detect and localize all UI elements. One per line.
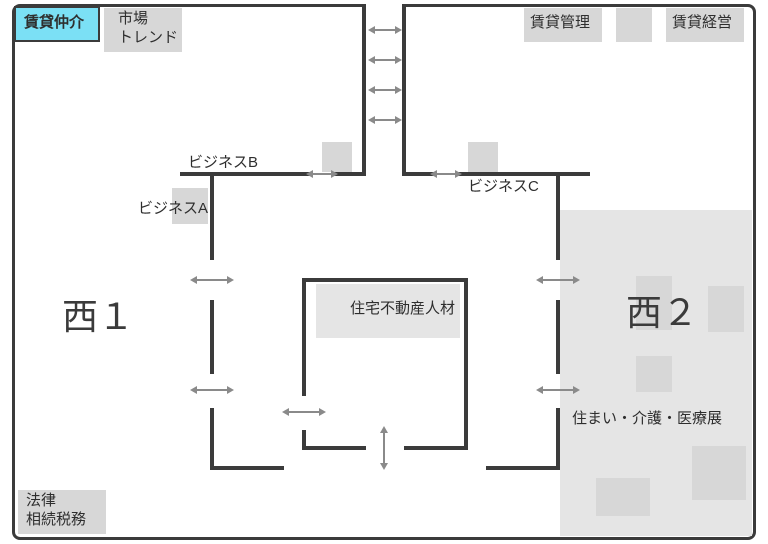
mid-bar-3 — [402, 172, 434, 176]
label-bizB: ビジネスB — [188, 154, 258, 173]
inner-right — [464, 278, 468, 450]
vwall-left — [210, 176, 214, 260]
inner-top — [302, 278, 468, 282]
box-midL — [322, 142, 352, 172]
hwall-left-bottom — [210, 466, 284, 470]
label-trend: 市場 トレンド — [118, 10, 178, 48]
hall-west2: 西２ — [626, 284, 698, 336]
w2-b — [708, 286, 744, 332]
label-law: 法律 相続税務 — [26, 492, 86, 530]
box-midR — [468, 142, 498, 172]
hwall-right-bottom — [486, 466, 560, 470]
vwall-left-2b — [210, 408, 214, 470]
corridor-wall-right — [402, 4, 406, 176]
label-hr: 住宅不動産人材 — [350, 300, 455, 319]
label-bizC: ビジネスC — [468, 178, 539, 197]
w2-e — [596, 478, 650, 516]
inner-bottom-a — [302, 446, 366, 450]
label-highlight: 賃貸仲介 — [24, 14, 84, 33]
w2-c — [636, 356, 672, 392]
inner-left-a — [302, 278, 306, 396]
label-mgmt: 賃貸管理 — [530, 14, 590, 33]
floorplan: 賃貸仲介 市場 トレンド 賃貸管理 賃貸経営 ビジネスB ビジネスC ビジネスA… — [0, 0, 768, 544]
label-keiei: 賃貸経営 — [672, 14, 732, 33]
label-bizA: ビジネスA — [138, 200, 208, 219]
mid-bar-2 — [334, 172, 366, 176]
vwall-left-2a — [210, 300, 214, 374]
hall-west1: 西１ — [62, 288, 134, 340]
label-care: 住まい・介護・医療展 — [572, 410, 722, 429]
w2-d — [692, 446, 746, 500]
box-right-gap — [616, 8, 652, 42]
inner-bottom-b — [404, 446, 468, 450]
mid-bar-4 — [458, 172, 590, 176]
corridor-wall-left — [362, 4, 366, 176]
frame-top-gap — [362, 2, 406, 10]
